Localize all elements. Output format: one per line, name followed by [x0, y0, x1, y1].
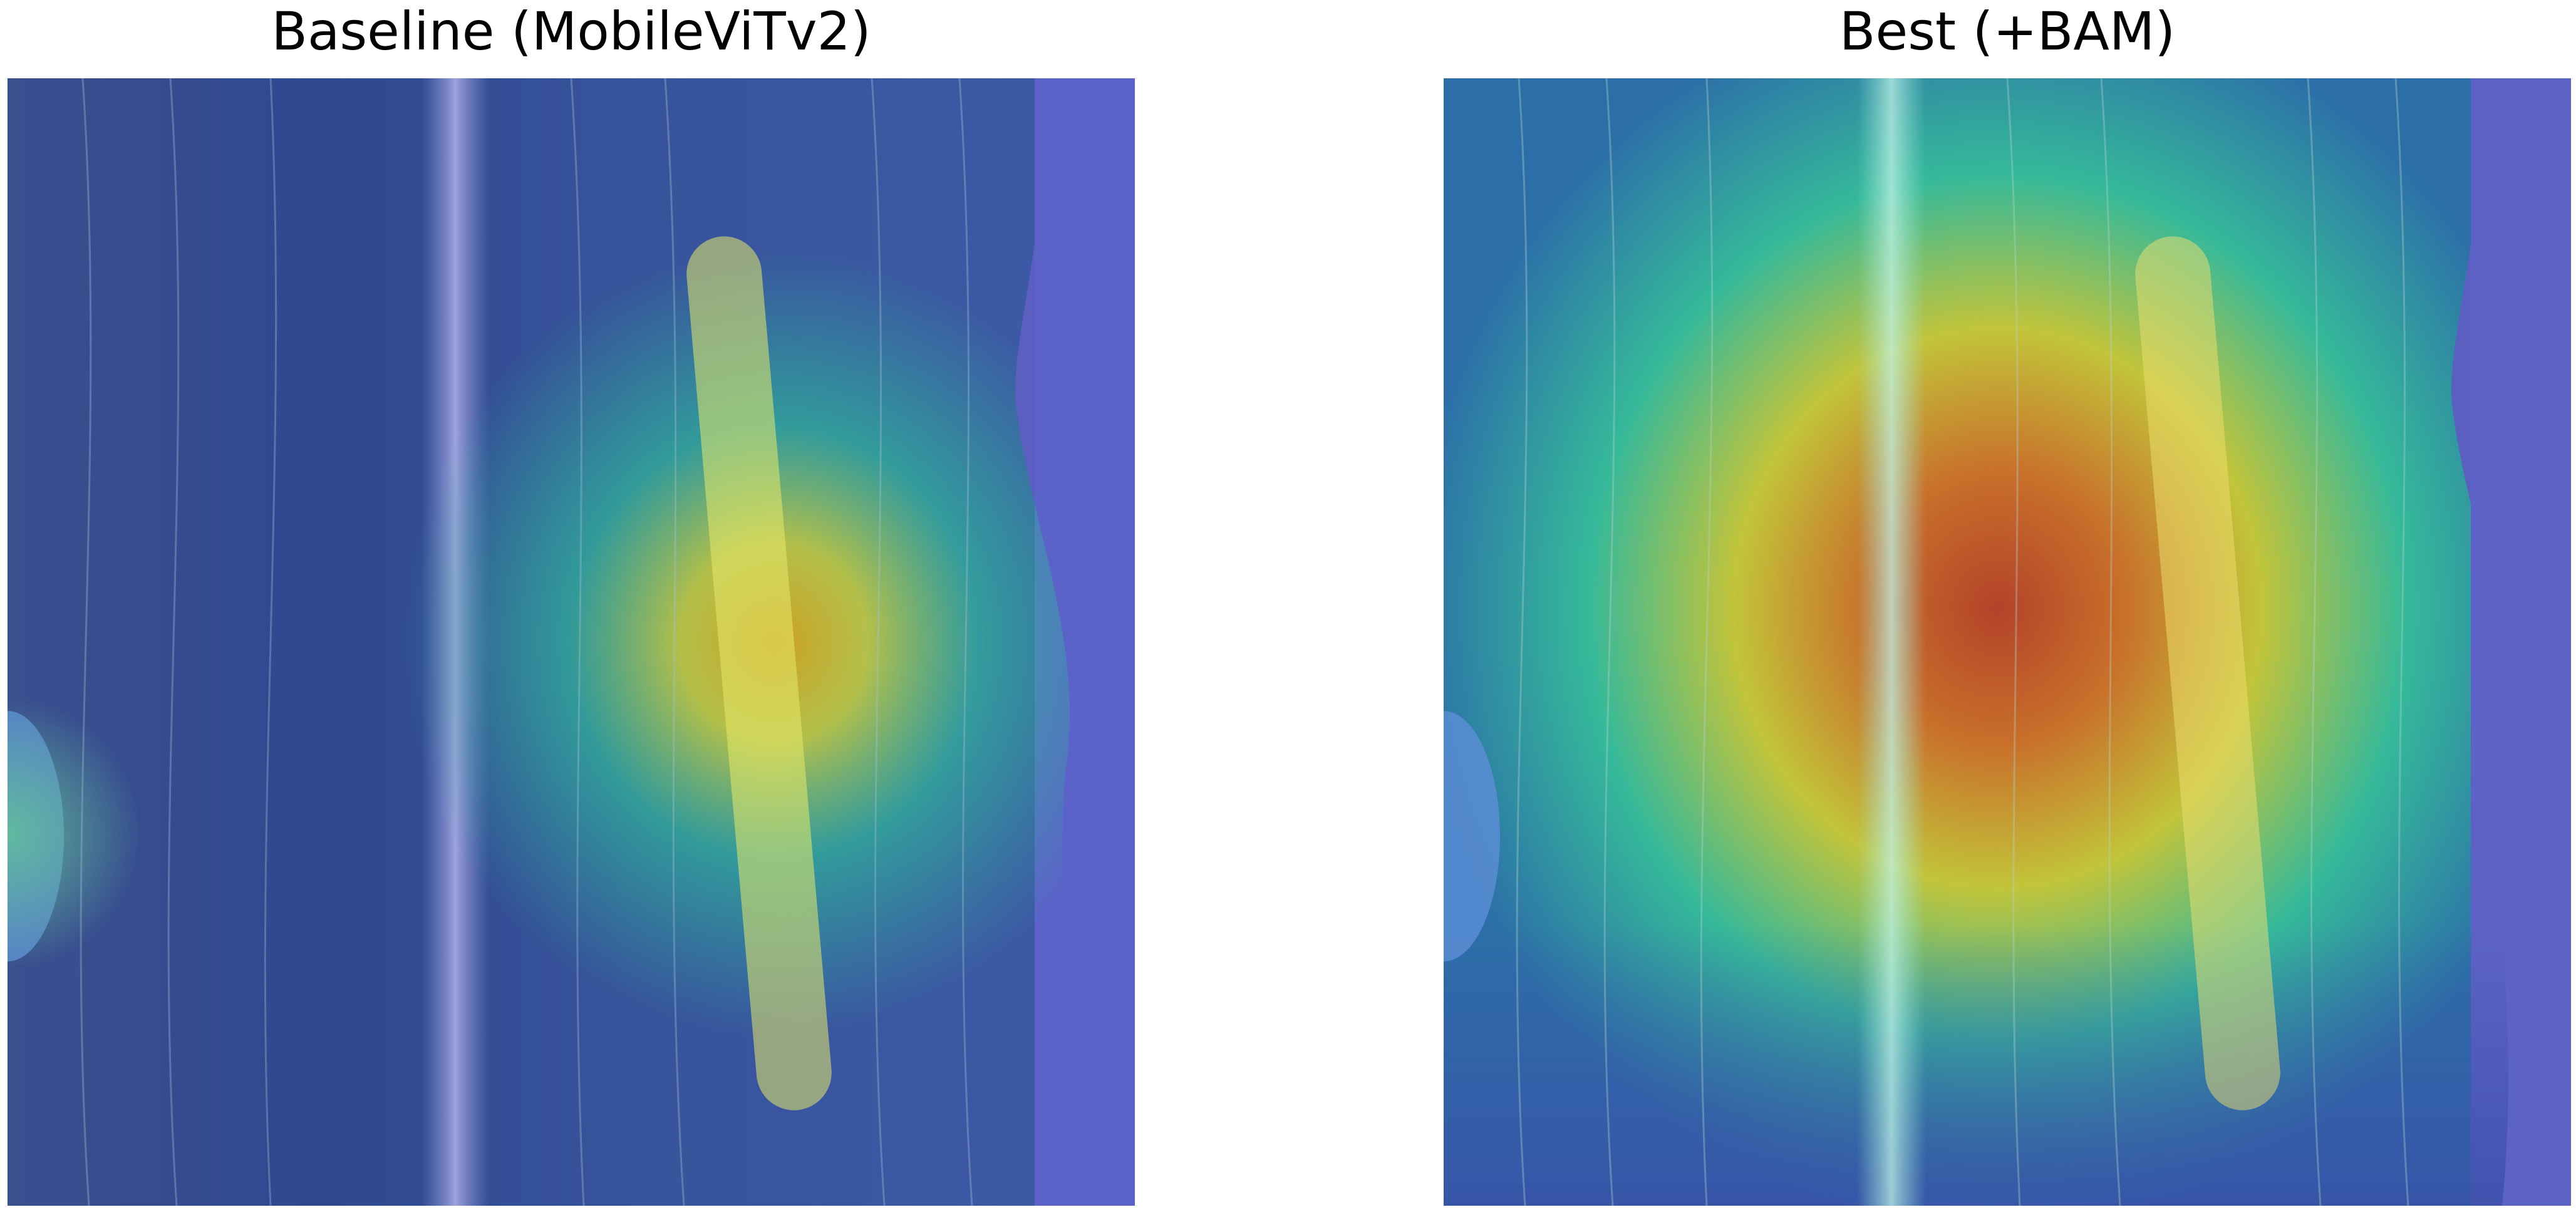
- panel-title: Baseline (MobileViTv2): [271, 1, 871, 62]
- heatmap-image-baseline: [8, 78, 1135, 1206]
- panel-best: Best (+BAM): [1444, 0, 2571, 1212]
- panel-title: Best (+BAM): [1839, 1, 2176, 62]
- panel-baseline: Baseline (MobileViTv2): [8, 0, 1135, 1212]
- heatmap-image-best: [1444, 78, 2571, 1206]
